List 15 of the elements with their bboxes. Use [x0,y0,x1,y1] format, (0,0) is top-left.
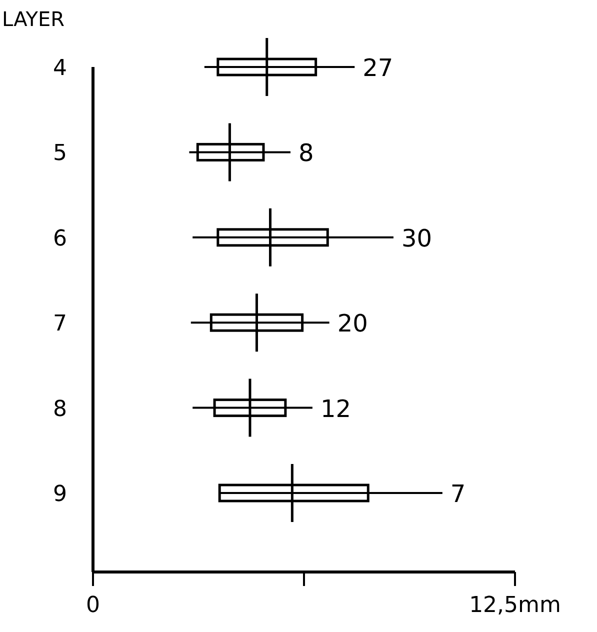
y-axis-title: LAYER [2,7,65,31]
y-tick-label: 4 [53,56,67,81]
annotation: 7 [450,480,466,508]
x-tick-label: 0 [86,593,100,618]
y-tick-label: 6 [53,226,67,252]
annotation: 27 [362,54,394,82]
annotation: 12 [320,394,351,423]
y-tick-label: 7 [53,312,67,337]
y-tick-label: 5 [53,141,67,166]
annotation: 30 [401,224,432,252]
y-tick-label: 9 [53,482,67,507]
annotation: 8 [298,139,314,168]
annotation: 20 [337,310,368,338]
x-tick-label: 12,5mm [469,593,561,618]
y-tick-label: 8 [53,396,67,422]
